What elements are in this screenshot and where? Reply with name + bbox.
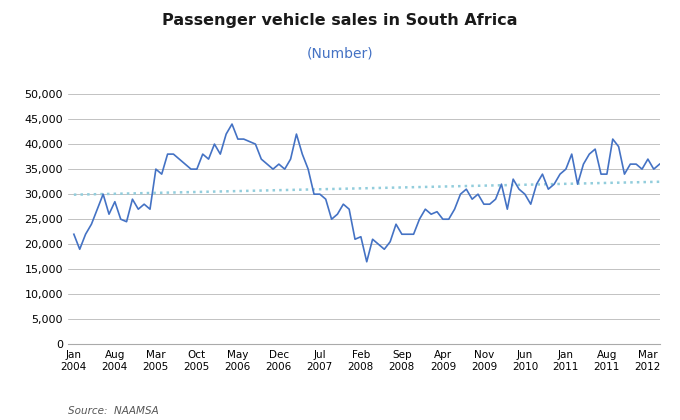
Text: (Number): (Number) — [307, 46, 373, 60]
Text: Passenger vehicle sales in South Africa: Passenger vehicle sales in South Africa — [163, 13, 517, 28]
Text: Source:  NAAMSA: Source: NAAMSA — [68, 406, 158, 416]
